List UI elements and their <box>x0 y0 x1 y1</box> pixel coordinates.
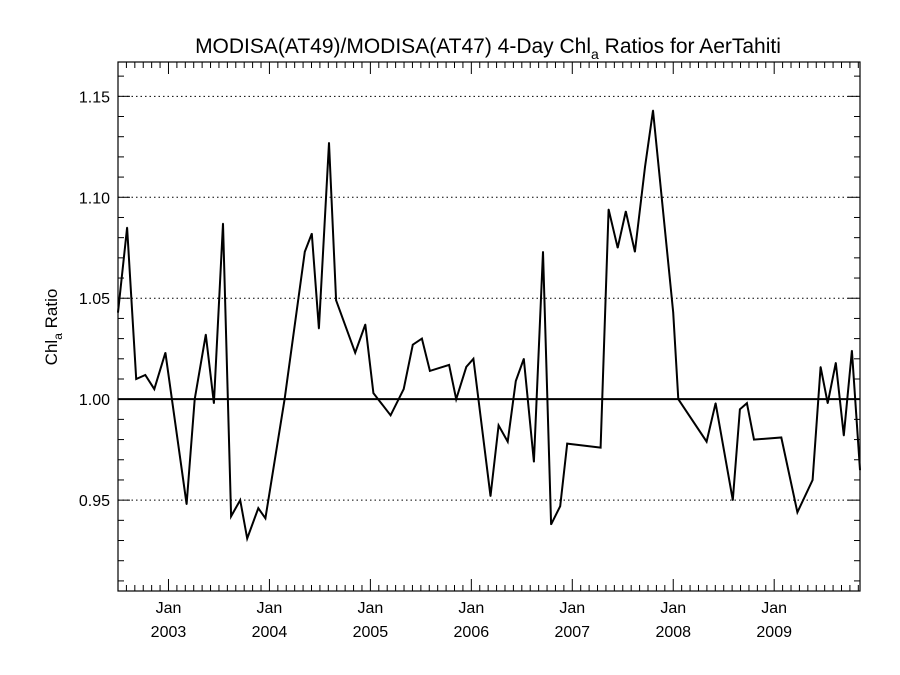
data-point-0-26 <box>402 388 405 390</box>
data-point-0-17 <box>303 250 306 253</box>
y-axis-label-main: Chl <box>42 340 61 366</box>
data-point-0-11 <box>230 515 232 518</box>
chart-title: MODISA(AT49)/MODISA(AT47) 4-Day Chla Rat… <box>195 35 781 62</box>
data-point-0-44 <box>599 446 602 449</box>
y-axis-label-suffix: Ratio <box>42 289 61 333</box>
y-axis-label-subscript: a <box>51 333 65 340</box>
data-point-0-65 <box>843 434 845 437</box>
y-tick-label-2: 1.05 <box>79 291 110 308</box>
tick-labels: 0.95 1.00 1.05 1.10 1.15 Jan 2003 Jan 2004 Jan 200… <box>79 89 792 641</box>
y-axis-label: Chla Ratio <box>42 289 65 366</box>
y-tick-label-1: 1.00 <box>79 392 110 409</box>
x-tick-year-3: 2006 <box>454 624 490 641</box>
data-point-0-40 <box>542 250 544 253</box>
data-point-0-19 <box>318 327 320 330</box>
data-point-0-39 <box>533 460 535 463</box>
data-point-0-23 <box>364 323 367 326</box>
data-point-0-56 <box>739 408 741 411</box>
x-tick-month-1: Jan <box>257 600 283 617</box>
data-point-0-52 <box>677 398 680 400</box>
data-point-0-35 <box>497 424 500 427</box>
data-point-0-9 <box>213 402 215 405</box>
data-point-0-58 <box>753 438 755 441</box>
data-point-0-21 <box>335 299 337 302</box>
x-tick-year-1: 2004 <box>252 624 288 641</box>
x-tick-year-4: 2007 <box>554 624 590 641</box>
data-point-0-25 <box>389 414 392 417</box>
chart-title-subscript: a <box>591 46 599 62</box>
data-point-0-45 <box>607 208 610 211</box>
data-point-0-33 <box>472 358 475 360</box>
x-tick-month-2: Jan <box>357 600 383 617</box>
data-point-0-14 <box>257 507 260 510</box>
data-point-0-32 <box>465 366 468 368</box>
data-point-0-1 <box>126 226 128 229</box>
data-point-0-12 <box>239 499 241 501</box>
x-tick-year-0: 2003 <box>151 624 187 641</box>
y-tick-label-0: 0.95 <box>79 493 110 510</box>
data-point-0-49 <box>644 166 646 168</box>
data-point-0-42 <box>559 505 561 507</box>
data-point-0-29 <box>429 370 431 372</box>
x-tick-month-5: Jan <box>660 600 686 617</box>
data-point-0-48 <box>634 250 636 253</box>
x-tick-month-0: Jan <box>156 600 182 617</box>
data-point-0-60 <box>796 511 799 514</box>
data-point-0-54 <box>714 402 717 405</box>
data-point-0-46 <box>616 246 619 249</box>
data-point-0-55 <box>732 499 734 501</box>
data-point-0-16 <box>283 398 286 400</box>
data-point-0-63 <box>826 402 829 405</box>
data-point-0-59 <box>780 436 783 439</box>
data-point-0-62 <box>819 366 822 368</box>
data-point-0-53 <box>705 440 708 443</box>
data-point-0-66 <box>851 349 853 352</box>
data-point-0-8 <box>205 333 207 336</box>
y-tick-label-3: 1.10 <box>79 190 110 207</box>
x-tick-year-6: 2009 <box>756 624 792 641</box>
data-point-0-4 <box>153 388 156 390</box>
data-point-0-13 <box>246 537 249 540</box>
data-point-0-6 <box>185 503 188 505</box>
data-point-0-37 <box>514 380 517 382</box>
x-tick-year-5: 2008 <box>655 624 691 641</box>
data-point-0-34 <box>489 495 492 497</box>
data-point-0-30 <box>448 364 450 366</box>
x-tick-month-3: Jan <box>458 600 484 617</box>
data-point-0-50 <box>652 109 654 112</box>
series-group <box>117 109 861 543</box>
data-point-0-57 <box>746 402 748 405</box>
axis-ticks <box>117 62 860 591</box>
data-point-0-2 <box>135 378 137 380</box>
x-tick-year-2: 2005 <box>353 624 389 641</box>
data-point-0-51 <box>672 311 675 314</box>
data-point-0-31 <box>455 398 457 400</box>
data-point-0-3 <box>144 374 147 376</box>
data-point-0-43 <box>566 442 569 445</box>
data-point-0-10 <box>222 222 224 225</box>
data-point-0-15 <box>264 517 267 520</box>
data-point-0-22 <box>354 351 357 354</box>
data-point-0-41 <box>550 523 552 526</box>
chart-title-suffix: Ratios for AerTahiti <box>599 35 781 58</box>
data-point-0-28 <box>421 337 423 340</box>
data-point-0-18 <box>311 232 313 235</box>
x-tick-month-4: Jan <box>559 600 585 617</box>
data-point-0-7 <box>193 398 196 400</box>
data-point-0-27 <box>411 343 414 346</box>
data-point-0-36 <box>506 440 509 443</box>
y-tick-label-4: 1.15 <box>79 89 110 106</box>
data-point-0-20 <box>328 141 330 144</box>
data-point-0-38 <box>523 358 525 360</box>
data-point-0-64 <box>834 362 837 364</box>
series-line-0 <box>117 110 861 543</box>
chart-title-main: MODISA(AT49)/MODISA(AT47) 4-Day Chl <box>195 35 591 58</box>
data-point-0-61 <box>811 479 814 481</box>
data-point-0-24 <box>372 392 375 394</box>
x-tick-month-6: Jan <box>761 600 787 617</box>
data-point-0-5 <box>164 351 167 354</box>
data-point-0-47 <box>624 210 627 213</box>
plot-frame <box>117 61 861 592</box>
